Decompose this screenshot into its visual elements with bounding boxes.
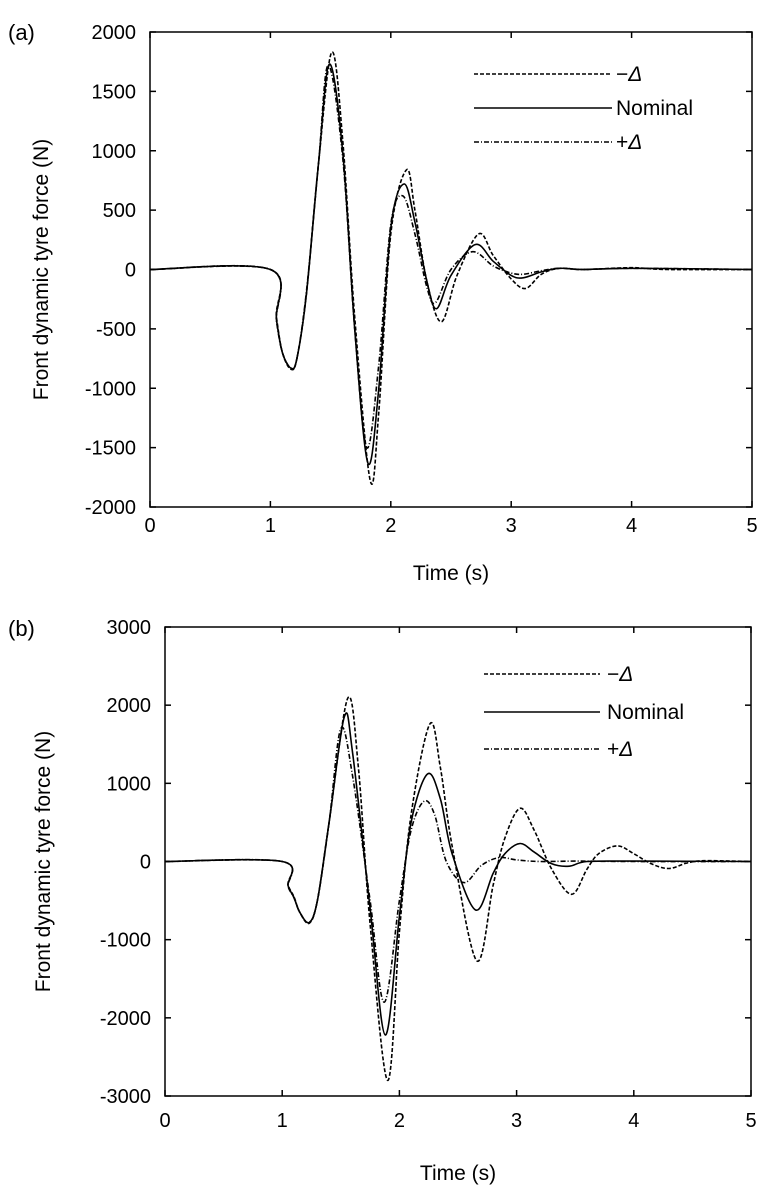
x-tick-label: 5 <box>745 1110 756 1132</box>
y-tick-label: 3000 <box>107 617 152 639</box>
x-tick-label: 1 <box>265 515 276 537</box>
legend-label: −Δ <box>616 63 642 86</box>
x-tick-label: 0 <box>159 1110 170 1132</box>
legend-label: Nominal <box>616 97 693 120</box>
x-tick-label: 0 <box>144 515 155 537</box>
y-axis: -2000 -1500 -1000 -500 0 500 1000 1500 2000 <box>85 22 752 519</box>
panel-a: (a) 0 1 2 3 4 5 -2000 -1500 -1000 -500 0 500 1000 15… <box>8 20 758 585</box>
y-tick-label: 1500 <box>92 81 137 103</box>
x-tick-label: 2 <box>385 515 396 537</box>
x-tick-label: 5 <box>746 515 757 537</box>
y-tick-label: 1000 <box>92 141 137 163</box>
series-line-minus-delta <box>164 696 752 1082</box>
x-tick-label: 4 <box>628 1110 639 1132</box>
y-tick-label: -2000 <box>85 497 136 519</box>
series-line-plus-delta <box>149 64 753 449</box>
y-tick-label: 500 <box>103 200 136 222</box>
legend-label: Nominal <box>607 701 684 724</box>
y-tick-label: -500 <box>96 319 136 341</box>
x-tick-label: 4 <box>626 515 637 537</box>
series-line-nominal <box>164 712 752 1036</box>
y-tick-label: -3000 <box>100 1086 151 1108</box>
x-axis-title: Time (s) <box>420 1162 496 1185</box>
panel-label: (b) <box>8 616 35 641</box>
y-axis: -3000 -2000 -1000 0 1000 2000 3000 <box>100 617 751 1108</box>
y-tick-label: 2000 <box>92 22 137 44</box>
legend: −Δ Nominal +Δ <box>484 663 684 761</box>
panel-label: (a) <box>8 20 35 45</box>
y-tick-label: 1000 <box>107 773 152 795</box>
x-tick-label: 1 <box>277 1110 288 1132</box>
y-axis-title: Front dynamic tyre force (N) <box>30 139 53 400</box>
y-tick-label: -1000 <box>100 930 151 952</box>
series-line-plus-delta <box>164 726 752 1004</box>
y-axis-title: Front dynamic tyre force (N) <box>32 731 55 992</box>
x-axis: 0 1 2 3 4 5 <box>144 32 758 537</box>
legend: −Δ Nominal +Δ <box>474 63 693 154</box>
legend-label: +Δ <box>616 131 642 154</box>
x-tick-label: 3 <box>506 515 517 537</box>
y-tick-label: 2000 <box>107 695 152 717</box>
y-tick-label: -1500 <box>85 438 136 460</box>
series-lines <box>149 51 753 485</box>
x-tick-label: 3 <box>511 1110 522 1132</box>
legend-label: +Δ <box>607 738 633 761</box>
y-tick-label: -1000 <box>85 378 136 400</box>
x-axis: 0 1 2 3 4 5 <box>159 627 757 1132</box>
legend-label: −Δ <box>607 663 633 686</box>
y-tick-label: -2000 <box>100 1008 151 1030</box>
series-line-nominal <box>149 63 753 466</box>
y-tick-label: 0 <box>125 260 136 282</box>
x-tick-label: 2 <box>394 1110 405 1132</box>
x-axis-title: Time (s) <box>413 562 489 585</box>
series-lines <box>164 696 752 1082</box>
y-tick-label: 0 <box>140 852 151 874</box>
